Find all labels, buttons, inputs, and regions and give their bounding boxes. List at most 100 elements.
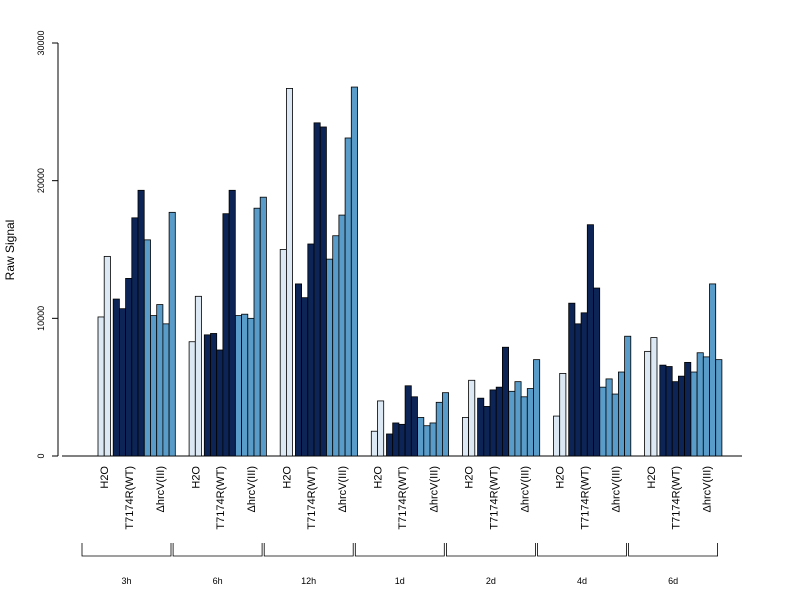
bar [715, 359, 723, 457]
bar [247, 317, 255, 457]
treatment-label: H2O [281, 466, 293, 489]
bar [234, 315, 242, 457]
bar [417, 417, 425, 457]
treatment-label: H2O [555, 466, 567, 489]
bar [332, 235, 340, 457]
bar [344, 137, 352, 457]
treatment-label: ΔhrcV(III) [155, 466, 167, 512]
bar [568, 302, 576, 457]
treatment-label: T7174R(WT) [488, 466, 500, 530]
bar [253, 207, 261, 457]
bar [709, 283, 717, 457]
bar [461, 417, 469, 457]
bar [301, 297, 309, 457]
bar [222, 213, 230, 457]
group-bracket [81, 543, 172, 557]
bar [559, 372, 567, 457]
group-bracket [446, 543, 536, 557]
treatment-label: T7174R(WT) [124, 466, 136, 530]
treatment-labels: H2O T7174R(WT) ΔhrcV(III) H2O T7174R(WT) Δhrc… [99, 466, 713, 530]
bar [483, 406, 491, 457]
bar [489, 389, 497, 457]
bar [678, 375, 686, 457]
group-label: 4d [577, 576, 587, 586]
group-labels: 3h 6h 12h 1d 2d 4d 6d [121, 576, 678, 586]
bar [119, 308, 127, 457]
y-tick-label: 20000 [36, 168, 46, 193]
bar [241, 313, 249, 457]
treatment-label: H2O [190, 466, 202, 489]
bar [410, 396, 418, 457]
treatment-label: ΔhrcV(III) [246, 466, 258, 512]
bar [611, 393, 619, 457]
bar [526, 388, 534, 457]
bar [125, 278, 133, 457]
treatment-label: T7174R(WT) [671, 466, 683, 530]
group-label: 12h [301, 576, 316, 586]
bar [259, 196, 267, 457]
bar [112, 298, 120, 457]
treatment-label: T7174R(WT) [215, 466, 227, 530]
bar [326, 258, 334, 457]
bar [696, 352, 704, 457]
bar [520, 396, 528, 457]
treatment-label: T7174R(WT) [306, 466, 318, 530]
bar [210, 333, 218, 457]
bar [429, 422, 437, 457]
group-bracket [537, 543, 627, 557]
treatment-label: ΔhrcV(III) [702, 466, 714, 512]
bar [279, 249, 287, 457]
bar [398, 423, 406, 457]
treatment-label: H2O [373, 466, 385, 489]
group-label: 2d [486, 576, 496, 586]
treatment-label: H2O [464, 466, 476, 489]
treatment-label: H2O [99, 466, 111, 489]
bar [514, 381, 522, 457]
bar [580, 312, 588, 457]
bar [671, 381, 679, 457]
bar [404, 385, 412, 457]
bar [150, 315, 158, 457]
bar [605, 378, 613, 457]
bar [690, 371, 698, 457]
bar [624, 335, 632, 457]
bar [599, 386, 607, 457]
group-label: 3h [121, 576, 131, 586]
bar [370, 430, 378, 457]
group-bracket [263, 543, 354, 557]
y-tick-label: 0 [36, 453, 46, 458]
group-label: 6d [668, 576, 678, 586]
bar [168, 211, 176, 457]
treatment-label: ΔhrcV(III) [519, 466, 531, 512]
bar [574, 323, 582, 457]
bar [593, 287, 601, 457]
treatment-label: ΔhrcV(III) [428, 466, 440, 512]
bar [441, 392, 449, 457]
bar [137, 189, 145, 457]
bar [143, 239, 151, 457]
group-bracket [354, 543, 445, 557]
bar [501, 346, 509, 457]
y-tick-label: 10000 [36, 306, 46, 331]
bar [307, 243, 315, 457]
bar [377, 400, 385, 457]
bar [495, 386, 503, 457]
bar [553, 415, 561, 457]
group-label: 1d [395, 576, 405, 586]
group-brackets [81, 543, 718, 557]
y-axis-label: Raw Signal [3, 220, 17, 281]
treatment-label: T7174R(WT) [397, 466, 409, 530]
group-label: 6h [213, 576, 223, 586]
group-bracket [628, 543, 718, 557]
bar [162, 323, 170, 457]
bar [338, 214, 346, 457]
bar [533, 359, 541, 457]
treatment-label: ΔhrcV(III) [337, 466, 349, 512]
bar [188, 341, 196, 457]
bar [103, 255, 111, 457]
bar [508, 390, 516, 457]
bar [702, 356, 710, 457]
bar [665, 366, 673, 457]
bar [392, 422, 400, 457]
